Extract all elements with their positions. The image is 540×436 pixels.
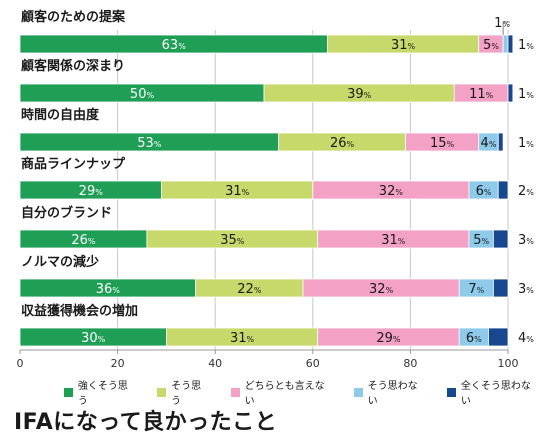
- data-label: 35%: [220, 233, 245, 248]
- data-label: 4%: [518, 331, 534, 346]
- data-label: 30%: [81, 331, 106, 346]
- chart-legend: 強くそう思う そう思う どちらとも言えない そう思わない 全くそう思わない: [64, 377, 540, 407]
- data-label: 7%: [468, 282, 484, 297]
- legend-swatch: [446, 387, 456, 397]
- data-label: 5%: [473, 233, 489, 248]
- data-label: 3%: [518, 233, 534, 248]
- legend-swatch: [230, 387, 240, 397]
- bar-segment: [488, 327, 509, 347]
- data-label: 26%: [330, 136, 355, 151]
- data-label: 36%: [96, 282, 121, 297]
- x-tick-label: 60: [306, 357, 320, 370]
- data-label: 4%: [481, 136, 497, 151]
- x-tick-label: 0: [17, 357, 24, 370]
- bar-segment: [507, 34, 514, 54]
- legend-item: 全くそう思わない: [446, 377, 540, 407]
- legend-swatch: [353, 387, 363, 397]
- label-leader-line: [502, 21, 511, 35]
- legend-item: どちらとも言えない: [230, 377, 334, 407]
- legend-item: そう思わない: [353, 377, 427, 407]
- legend-item: 強くそう思う: [64, 377, 137, 407]
- data-label: 31%: [225, 184, 250, 199]
- category-label: 自分のブランド: [21, 205, 112, 221]
- legend-label: どちらとも言えない: [244, 381, 325, 407]
- legend-item: そう思う: [157, 377, 210, 407]
- data-label: 5%: [483, 38, 499, 53]
- category-label: 商品ラインナップ: [21, 156, 126, 172]
- data-label: 2%: [518, 184, 534, 199]
- data-label: 32%: [379, 184, 404, 199]
- x-tick-label: 100: [498, 357, 519, 370]
- data-label: 1%: [494, 16, 510, 31]
- category-label: 顧客関係の深まり: [21, 58, 125, 74]
- data-label: 15%: [430, 136, 455, 151]
- bar-segment: [492, 229, 509, 249]
- x-tick-label: 20: [111, 357, 125, 370]
- bar-segment: [497, 132, 504, 152]
- chart-title: IFAになって良かったこと: [14, 410, 278, 435]
- data-label: 26%: [71, 233, 96, 248]
- data-label: 22%: [237, 282, 262, 297]
- legend-label: そう思う: [171, 381, 202, 407]
- data-label: 1%: [518, 38, 534, 53]
- data-label: 6%: [476, 184, 492, 199]
- bar-segment: [497, 180, 509, 200]
- data-label: 63%: [162, 38, 187, 53]
- category-label: ノルマの減少: [21, 254, 99, 270]
- category-label: 時間の自由度: [21, 107, 100, 123]
- data-label: 1%: [518, 136, 534, 151]
- legend-label: そう思わない: [367, 381, 418, 407]
- category-label: 収益獲得機会の増加: [21, 303, 138, 319]
- x-tick-label: 80: [403, 357, 417, 370]
- data-label: 6%: [466, 331, 482, 346]
- x-tick-label: 40: [208, 357, 222, 370]
- category-label: 顧客のための提案: [21, 9, 126, 25]
- data-label: 31%: [381, 233, 406, 248]
- data-label: 29%: [79, 184, 104, 199]
- data-label: 31%: [391, 38, 416, 53]
- legend-swatch: [64, 387, 73, 397]
- bar-segment: [507, 83, 514, 103]
- data-label: 53%: [137, 136, 162, 151]
- legend-label: 強くそう思う: [77, 381, 128, 407]
- bar-segment: [502, 34, 509, 54]
- data-label: 3%: [518, 282, 534, 297]
- bar-segment: [492, 278, 509, 298]
- legend-label: 全くそう思わない: [460, 381, 531, 407]
- data-label: 11%: [469, 87, 494, 102]
- data-label: 50%: [130, 87, 155, 102]
- data-label: 29%: [376, 331, 401, 346]
- legend-swatch: [157, 387, 167, 397]
- data-label: 1%: [518, 87, 534, 102]
- data-label: 32%: [369, 282, 394, 297]
- data-label: 39%: [347, 87, 372, 102]
- data-label: 31%: [230, 331, 255, 346]
